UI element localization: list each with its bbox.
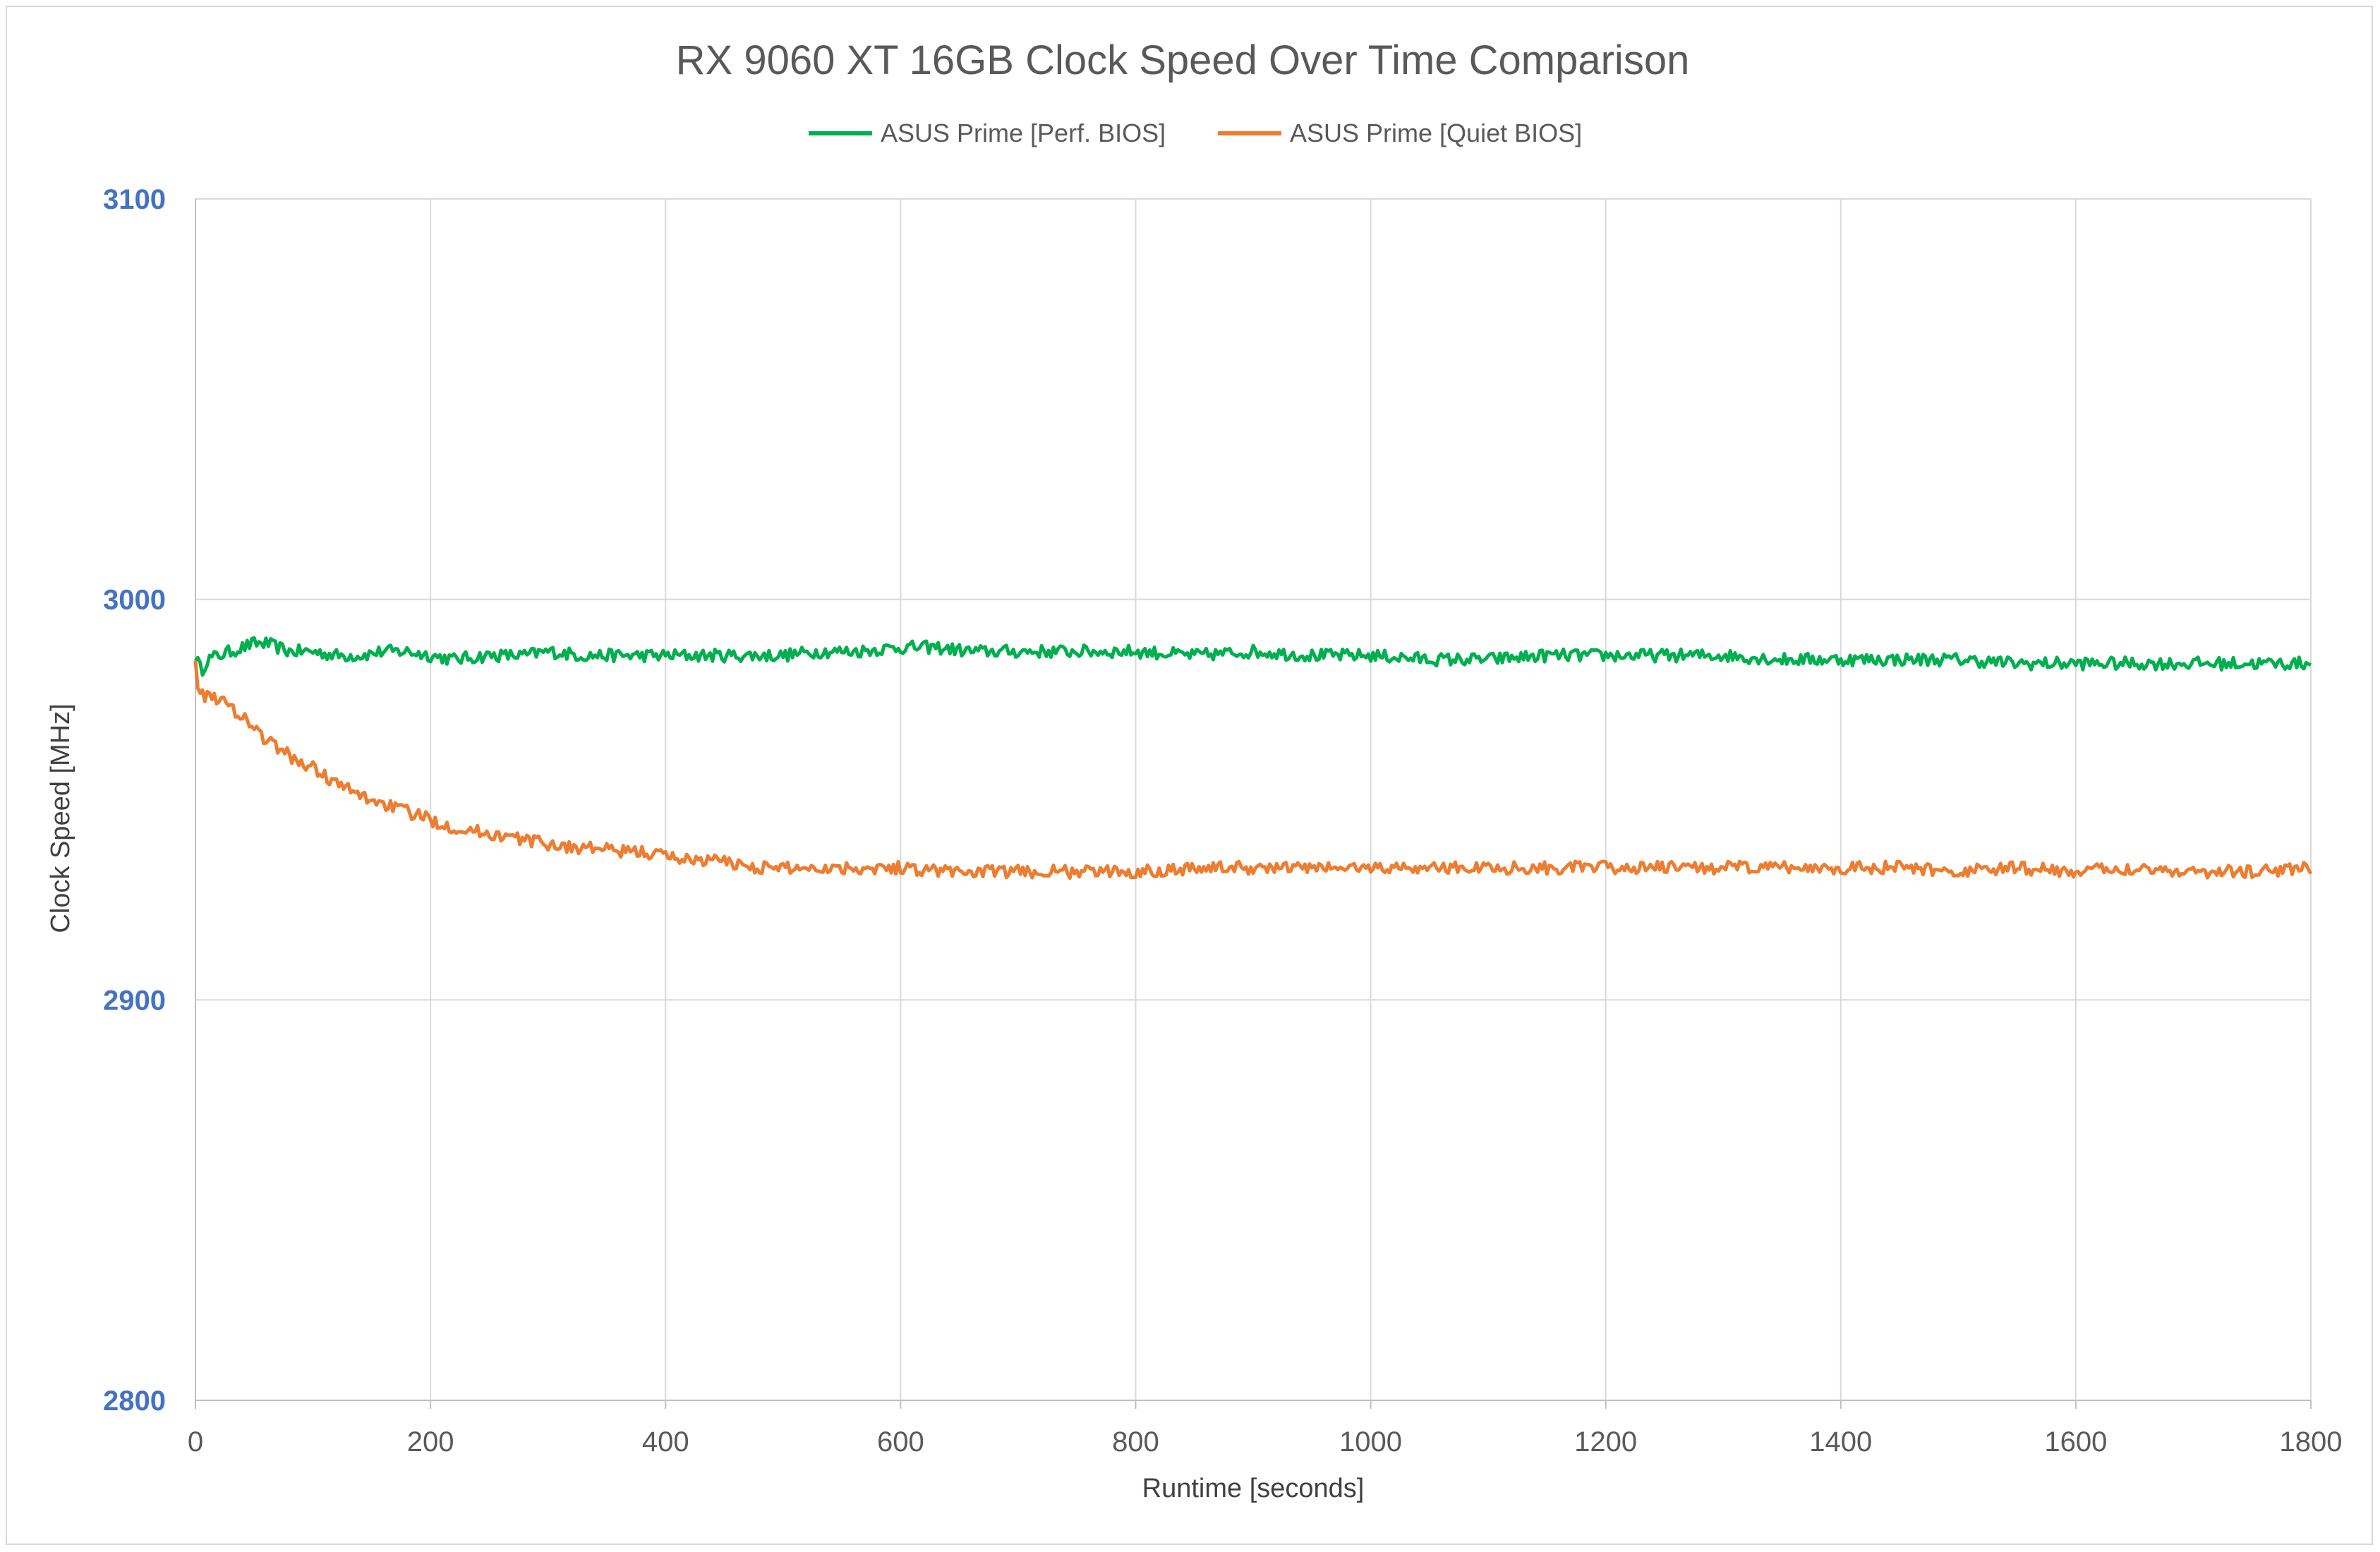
- x-axis-ticks: 0 200 400 600 800 1000 1200 1400 1600 1800: [188, 1426, 2343, 1457]
- x-tick-label: 1400: [1809, 1426, 1872, 1457]
- y-axis-ticks: 3100 3000 2900 2800: [103, 184, 166, 1417]
- x-tick-label: 600: [877, 1426, 924, 1457]
- gridlines: [195, 198, 2312, 1401]
- legend-label-quiet: ASUS Prime [Quiet BIOS]: [1290, 119, 1582, 147]
- axes: [195, 199, 2312, 1409]
- legend-label-perf: ASUS Prime [Perf. BIOS]: [881, 119, 1166, 147]
- series-line-perf-bios: [194, 636, 2312, 677]
- x-tick-label: 1000: [1339, 1426, 1402, 1457]
- x-axis-label: Runtime [seconds]: [1142, 1474, 1365, 1503]
- y-axis-label: Clock Speed [MHz]: [46, 703, 75, 933]
- x-tick-label: 0: [188, 1426, 203, 1457]
- legend: ASUS Prime [Perf. BIOS] ASUS Prime [Quie…: [809, 119, 1582, 147]
- x-tick-label: 200: [407, 1426, 454, 1457]
- y-tick-label: 2800: [103, 1386, 166, 1417]
- series-lines: [193, 636, 2313, 880]
- y-tick-label: 3000: [103, 585, 166, 616]
- chart-title: RX 9060 XT 16GB Clock Speed Over Time Co…: [676, 37, 1690, 83]
- x-tick-label: 800: [1112, 1426, 1159, 1457]
- x-tick-label: 1600: [2044, 1426, 2107, 1457]
- series-line-quiet-bios: [193, 660, 2313, 880]
- chart-frame: RX 9060 XT 16GB Clock Speed Over Time Co…: [6, 6, 2373, 1545]
- x-tick-label: 400: [642, 1426, 689, 1457]
- clock-speed-chart: RX 9060 XT 16GB Clock Speed Over Time Co…: [46, 37, 2343, 1503]
- x-tick-label: 1200: [1574, 1426, 1637, 1457]
- y-tick-label: 2900: [103, 985, 166, 1016]
- x-tick-label: 1800: [2280, 1426, 2343, 1457]
- y-tick-label: 3100: [103, 184, 166, 215]
